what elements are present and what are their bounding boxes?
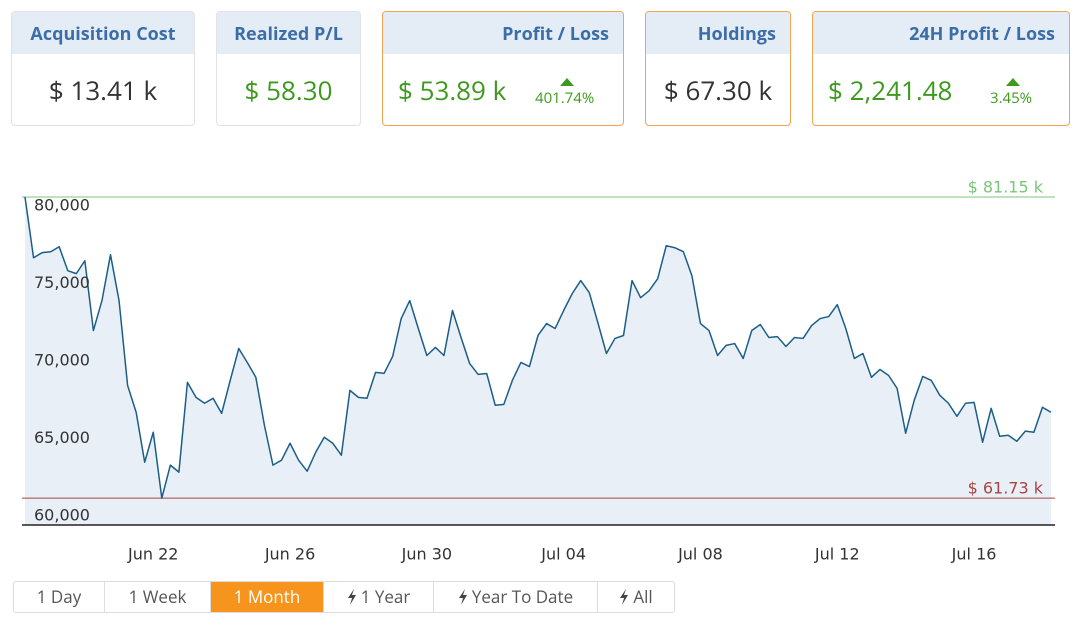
card-value: $ 13.41 k bbox=[48, 72, 158, 108]
reference-label: $ 61.73 k bbox=[968, 479, 1044, 498]
range-selector: 1 Day 1 Week 1 Month 1 Year Year To Date… bbox=[13, 581, 675, 613]
y-tick-label: 60,000 bbox=[34, 506, 90, 525]
range-button[interactable]: Year To Date bbox=[434, 582, 598, 612]
range-button[interactable]: 1 Year bbox=[324, 582, 434, 612]
card-value: $ 53.89 k bbox=[398, 72, 507, 108]
reference-label: $ 81.15 k bbox=[968, 178, 1044, 197]
card-value: $ 58.30 bbox=[244, 72, 333, 108]
x-tick-label: Jul 04 bbox=[540, 545, 586, 564]
card-title: Holdings bbox=[646, 12, 790, 54]
card-change: 401.74% bbox=[535, 88, 595, 108]
button-label: Year To Date bbox=[471, 585, 574, 608]
range-button[interactable]: 1 Day bbox=[14, 582, 105, 612]
price-line bbox=[24, 196, 1052, 499]
card: Realized P/L $ 58.30 bbox=[216, 11, 361, 126]
range-button[interactable]: All bbox=[598, 582, 674, 612]
card-title: 24H Profit / Loss bbox=[813, 12, 1069, 54]
bolt-icon bbox=[347, 589, 356, 605]
range-button[interactable]: 1 Month bbox=[211, 582, 324, 612]
x-tick-label: Jul 16 bbox=[951, 545, 997, 564]
card-value: $ 67.30 k bbox=[663, 72, 773, 108]
x-tick-label: Jun 26 bbox=[264, 545, 315, 564]
up-arrow bbox=[560, 78, 574, 86]
bolt-icon bbox=[620, 589, 629, 605]
x-tick-label: Jun 30 bbox=[401, 545, 452, 564]
button-label: 1 Day bbox=[36, 585, 82, 608]
y-tick-label: 80,000 bbox=[34, 195, 90, 214]
chart: $ 81.15 k $ 61.73 k 60,000 65,000 70,000 75,0… bbox=[22, 178, 1055, 564]
button-label: 1 Month bbox=[233, 585, 301, 608]
x-tick-label: Jul 12 bbox=[814, 545, 860, 564]
y-tick-label: 70,000 bbox=[34, 350, 90, 369]
button-label: All bbox=[633, 585, 653, 608]
button-label: 1 Week bbox=[128, 585, 187, 608]
x-tick-label: Jun 22 bbox=[127, 545, 178, 564]
range-button[interactable]: 1 Week bbox=[105, 582, 211, 612]
area-fill bbox=[25, 197, 1051, 525]
bolt-icon bbox=[458, 589, 467, 605]
card: Holdings $ 67.30 k bbox=[645, 11, 791, 126]
card-title: Acquisition Cost bbox=[12, 12, 194, 54]
card: Acquisition Cost $ 13.41 k bbox=[11, 11, 195, 126]
card-change: 3.45% bbox=[990, 88, 1033, 108]
card-title: Realized P/L bbox=[217, 12, 360, 54]
card: 24H Profit / Loss $ 2,241.48 3.45% bbox=[812, 11, 1070, 126]
y-tick-label: 65,000 bbox=[34, 428, 90, 447]
button-label: 1 Year bbox=[360, 585, 411, 608]
x-tick-label: Jul 08 bbox=[677, 545, 723, 564]
card-title: Profit / Loss bbox=[383, 12, 623, 54]
card: Profit / Loss $ 53.89 k 401.74% bbox=[382, 11, 624, 126]
y-tick-label: 75,000 bbox=[34, 273, 90, 292]
up-arrow bbox=[1006, 78, 1020, 86]
card-value: $ 2,241.48 bbox=[828, 72, 953, 108]
